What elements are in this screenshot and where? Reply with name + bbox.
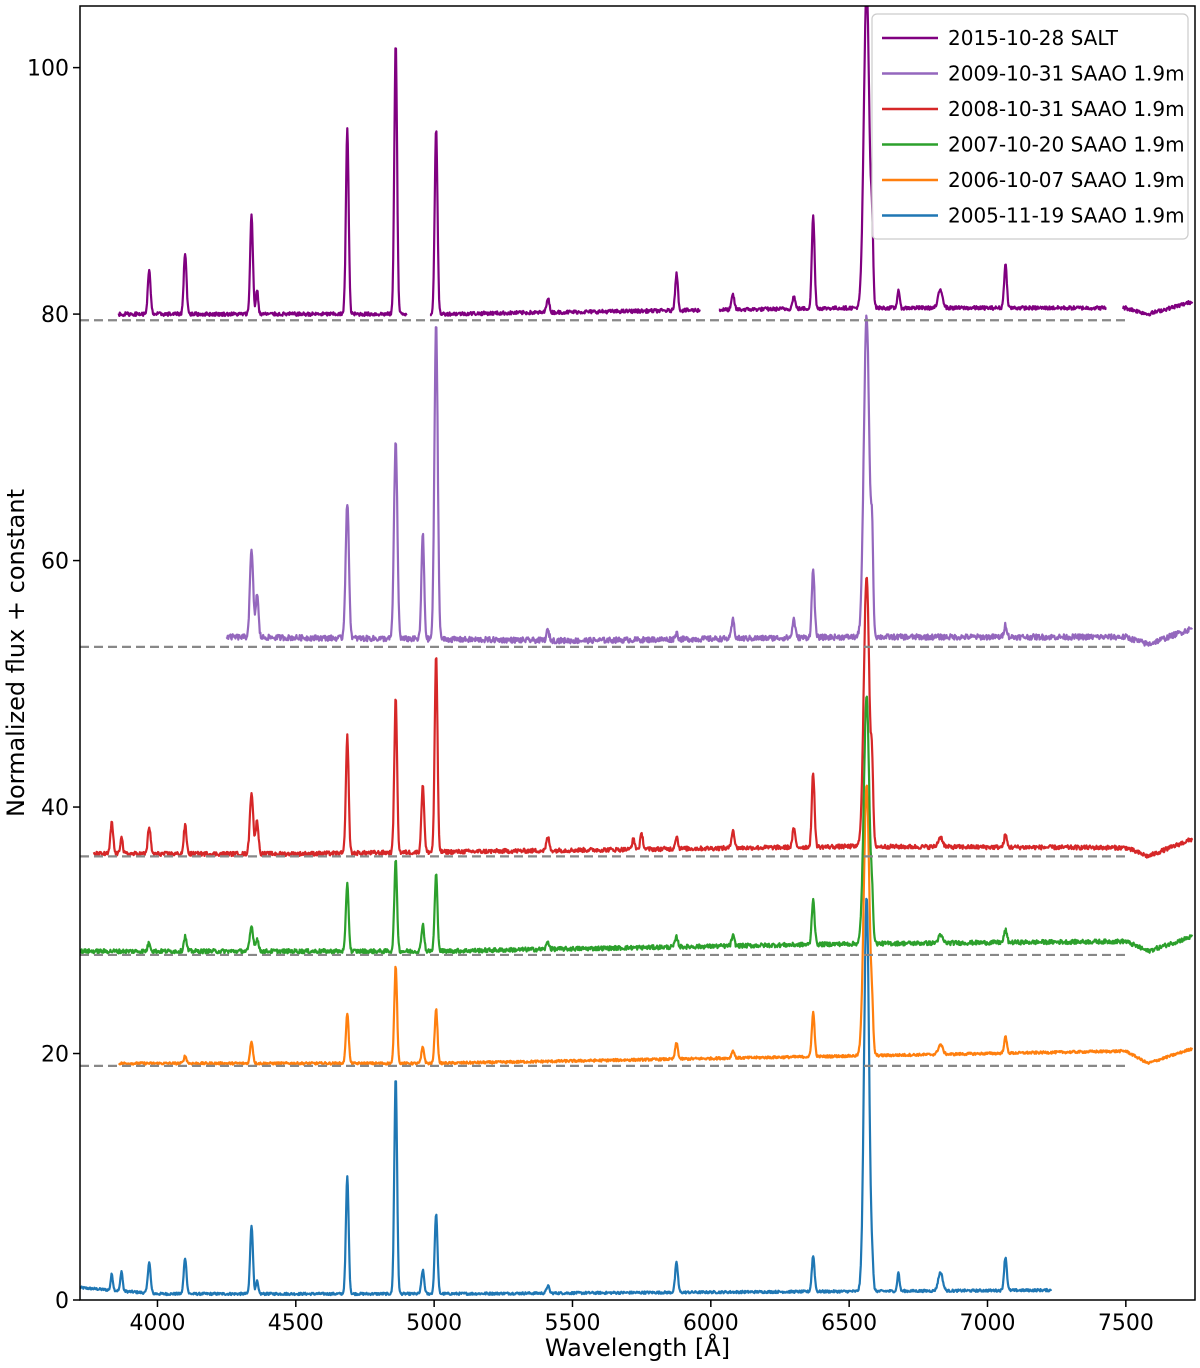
y-tick-label-5: 100	[27, 57, 69, 82]
x-tick-label-1: 4500	[268, 1311, 324, 1336]
x-tick-label-6: 7000	[959, 1311, 1015, 1336]
series-line-5	[80, 897, 1053, 1297]
legend-label-3: 2007-10-20 SAAO 1.9m	[948, 133, 1185, 157]
x-tick-label-7: 7500	[1098, 1311, 1154, 1336]
x-tick-label-4: 6000	[683, 1311, 739, 1336]
x-tick-label-3: 5500	[544, 1311, 600, 1336]
axis-ticks-layer: 4000 4500 5000 5500 6000 6500 7000 7500 0 20 40 60 8…	[27, 57, 1154, 1336]
x-tick-label-2: 5000	[406, 1311, 462, 1336]
legend-label-5: 2005-11-19 SAAO 1.9m	[948, 204, 1185, 228]
legend: 2015-10-28 SALT 2009-10-31 SAAO 1.9m 2008-…	[871, 13, 1189, 240]
y-tick-label-3: 60	[41, 550, 69, 575]
series-line-1	[225, 314, 1194, 647]
series-line-4	[117, 784, 1194, 1066]
y-tick-label-2: 40	[41, 796, 69, 821]
x-tick-label-5: 6500	[821, 1311, 877, 1336]
x-tick-label-0: 4000	[129, 1311, 185, 1336]
y-tick-label-1: 20	[41, 1043, 69, 1068]
spectra-lines-layer	[80, 6, 1194, 1297]
legend-label-2: 2008-10-31 SAAO 1.9m	[948, 97, 1185, 121]
legend-box	[871, 13, 1189, 240]
legend-label-4: 2006-10-07 SAAO 1.9m	[948, 168, 1185, 192]
x-axis-label: Wavelength [Å]	[545, 1333, 730, 1362]
legend-label-0: 2015-10-28 SALT	[948, 26, 1119, 50]
series-line-3	[80, 695, 1194, 955]
legend-label-1: 2009-10-31 SAAO 1.9m	[948, 62, 1185, 86]
y-axis-label: Normalized flux + constant	[2, 489, 30, 817]
continuum-levels-layer	[80, 319, 1126, 1067]
y-tick-label-0: 0	[55, 1289, 69, 1314]
plot-frame	[79, 5, 1196, 1301]
series-line-2	[92, 576, 1194, 859]
series-line-0	[117, 6, 1194, 317]
y-tick-label-4: 80	[41, 303, 69, 328]
